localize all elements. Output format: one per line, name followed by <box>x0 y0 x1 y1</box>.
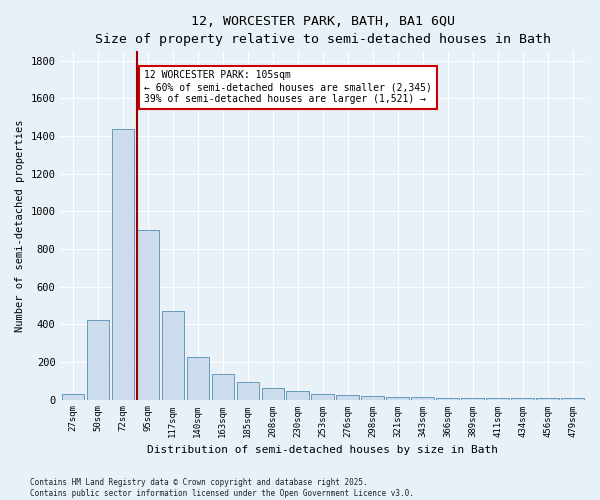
Y-axis label: Number of semi-detached properties: Number of semi-detached properties <box>15 119 25 332</box>
Text: 12 WORCESTER PARK: 105sqm
← 60% of semi-detached houses are smaller (2,345)
39% : 12 WORCESTER PARK: 105sqm ← 60% of semi-… <box>145 70 432 104</box>
Bar <box>137 230 159 400</box>
Bar <box>361 396 384 400</box>
Bar <box>212 374 234 400</box>
Bar <box>311 394 334 400</box>
Bar <box>337 395 359 400</box>
Bar <box>561 398 584 400</box>
Bar <box>461 398 484 400</box>
Bar <box>436 398 459 400</box>
Bar <box>511 398 534 400</box>
Bar <box>262 388 284 400</box>
Bar <box>286 391 309 400</box>
Bar <box>62 394 84 400</box>
Bar <box>487 398 509 400</box>
Title: 12, WORCESTER PARK, BATH, BA1 6QU
Size of property relative to semi-detached hou: 12, WORCESTER PARK, BATH, BA1 6QU Size o… <box>95 15 551 46</box>
Bar <box>112 128 134 400</box>
X-axis label: Distribution of semi-detached houses by size in Bath: Distribution of semi-detached houses by … <box>147 445 498 455</box>
Bar <box>187 357 209 400</box>
Bar <box>236 382 259 400</box>
Bar <box>412 398 434 400</box>
Bar <box>536 398 559 400</box>
Bar <box>386 396 409 400</box>
Text: Contains HM Land Registry data © Crown copyright and database right 2025.
Contai: Contains HM Land Registry data © Crown c… <box>30 478 414 498</box>
Bar <box>161 311 184 400</box>
Bar <box>86 320 109 400</box>
